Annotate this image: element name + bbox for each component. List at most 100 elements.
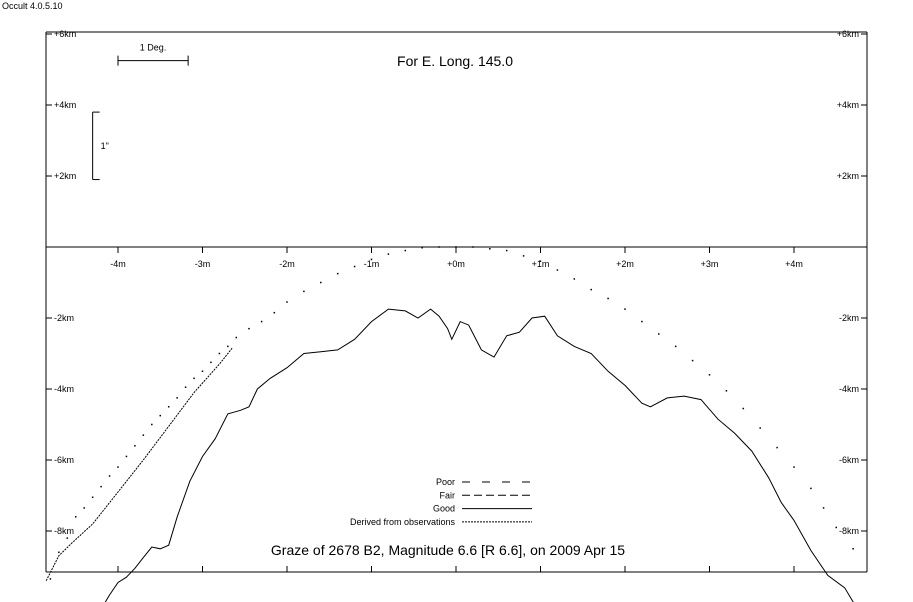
series-group <box>45 246 854 602</box>
limb-dot <box>227 345 229 348</box>
scale-bars: 1 Deg. 1" <box>92 43 189 181</box>
y-tick-label-left: -6km <box>54 455 74 465</box>
limb-dot <box>336 272 339 275</box>
y-tick-label-right: +4km <box>837 100 859 110</box>
chart-frame <box>45 31 868 573</box>
limb-dot <box>421 246 423 249</box>
limb-dot <box>793 466 795 468</box>
limb-dot <box>193 377 195 380</box>
tick-marks: -4m -3m -2m -1m +0m +1m +2m +3m +4m +6km +6km +4km +… <box>46 29 867 572</box>
x-tick-label: -1m <box>364 259 380 269</box>
limb-dots-series <box>49 246 854 580</box>
legend: Poor Fair Good Derived from observations <box>350 477 532 527</box>
limb-dot <box>573 278 576 280</box>
limb-profile-good-line <box>104 308 854 602</box>
limb-dot <box>505 249 508 252</box>
y-tick-label-left: +6km <box>54 29 76 39</box>
limb-dot <box>210 361 212 364</box>
limb-dot <box>134 445 136 447</box>
x-tick-label: -4m <box>110 259 126 269</box>
limb-dot <box>489 248 491 250</box>
limb-dot <box>708 374 711 376</box>
legend-label: Fair <box>440 490 456 500</box>
y-tick-label-right: -6km <box>839 455 859 465</box>
limb-dot <box>404 249 407 252</box>
arcsec-scale-label: 1" <box>101 141 109 151</box>
limb-dot <box>49 578 52 580</box>
limb-dot <box>742 407 745 410</box>
limb-dot <box>117 466 119 468</box>
limb-dot <box>184 386 187 388</box>
y-tick-label-left: +4km <box>54 100 76 110</box>
limb-dot <box>556 269 559 271</box>
legend-label: Poor <box>436 477 455 487</box>
limb-dot <box>108 475 111 477</box>
limb-dot <box>353 265 356 268</box>
limb-dot <box>151 423 153 426</box>
limb-dot <box>822 507 825 509</box>
limb-dot <box>142 434 145 436</box>
limb-dot <box>176 397 178 399</box>
limb-dot <box>759 427 761 429</box>
derived-observations-line <box>45 347 233 581</box>
limb-dot <box>273 311 276 314</box>
limb-dot <box>852 548 854 550</box>
chart-title: For E. Long. 145.0 <box>397 53 513 69</box>
limb-dot <box>725 390 728 392</box>
limb-dot <box>159 414 161 417</box>
limb-dot <box>235 336 238 339</box>
x-tick-label: -2m <box>279 259 295 269</box>
y-tick-label-left: -2km <box>54 313 74 323</box>
limb-dot <box>674 345 677 348</box>
chart-subtitle: Graze of 2678 B2, Magnitude 6.6 [R 6.6],… <box>271 542 625 558</box>
limb-dot <box>438 246 440 248</box>
limb-dot <box>320 281 322 284</box>
limb-dot <box>260 320 263 323</box>
limb-dot <box>83 507 85 509</box>
limb-dot <box>455 246 457 248</box>
limb-dot <box>607 297 609 300</box>
limb-dot <box>658 333 660 335</box>
y-tick-label-left: +2km <box>54 171 76 181</box>
app-title: Occult 4.0.5.10 <box>2 1 63 11</box>
limb-dot <box>624 308 626 310</box>
limb-dot <box>387 253 390 255</box>
limb-dot <box>539 260 542 262</box>
limb-dot <box>810 487 812 490</box>
y-tick-label-right: +2km <box>837 171 859 181</box>
limb-dot <box>100 485 102 488</box>
limb-dot <box>218 352 221 355</box>
y-tick-label-right: -4km <box>839 384 859 394</box>
degree-scale-label: 1 Deg. <box>140 43 167 53</box>
x-tick-label: -3m <box>195 259 211 269</box>
y-tick-label-left: -8km <box>54 526 74 536</box>
x-tick-label: +3m <box>701 259 719 269</box>
limb-dot <box>370 258 373 261</box>
legend-label: Good <box>433 504 455 514</box>
limb-dot <box>91 496 94 499</box>
limb-dot <box>201 370 204 372</box>
limb-dot <box>66 537 69 539</box>
x-tick-label: +2m <box>616 259 634 269</box>
legend-label: Derived from observations <box>350 517 456 527</box>
limb-dot <box>590 288 592 291</box>
limb-dot <box>248 327 250 330</box>
limb-dot <box>776 446 778 449</box>
limb-dot <box>472 246 474 248</box>
y-tick-label-right: +6km <box>837 29 859 39</box>
x-tick-label: +4m <box>785 259 803 269</box>
limb-dot <box>691 359 694 362</box>
limb-dot <box>522 255 525 257</box>
limb-dot <box>167 406 170 408</box>
y-tick-label-right: -2km <box>839 313 859 323</box>
limb-dot <box>303 290 305 293</box>
limb-dot <box>641 320 643 323</box>
limb-dot <box>75 516 77 518</box>
limb-dot <box>125 455 128 458</box>
limb-dot <box>58 551 60 554</box>
limb-dot <box>835 526 837 529</box>
x-tick-label: +1m <box>532 259 550 269</box>
y-tick-label-left: -4km <box>54 384 74 394</box>
y-tick-label-right: -8km <box>839 526 859 536</box>
